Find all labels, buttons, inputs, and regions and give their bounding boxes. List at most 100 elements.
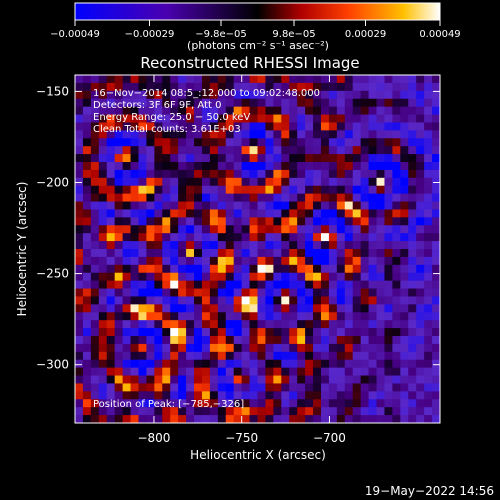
heatmap-cell [408, 383, 417, 392]
heatmap-cell [328, 241, 338, 250]
heatmap-cell [368, 82, 377, 92]
heatmap-cell [360, 201, 369, 210]
heatmap-cell [233, 256, 243, 266]
heatmap-cell [209, 201, 219, 210]
heatmap-cell [82, 312, 92, 321]
heatmap-cell [209, 177, 219, 187]
heatmap-cell [130, 193, 139, 202]
heatmap-cell [416, 169, 425, 179]
heatmap-cell [90, 415, 100, 424]
heatmap-cell [138, 185, 147, 195]
heatmap-cell [352, 336, 362, 345]
heatmap-cell [352, 328, 362, 337]
heatmap-cell [297, 351, 306, 361]
heatmap-cell [305, 280, 314, 289]
heatmap-cell [328, 407, 338, 416]
heatmap-cell [392, 225, 401, 234]
heatmap-cell [98, 209, 108, 218]
heatmap-cell [146, 367, 155, 376]
heatmap-cell [75, 249, 84, 258]
heatmap-cell [432, 217, 441, 226]
heatmap-cell [186, 272, 195, 282]
heatmap-cell [352, 304, 362, 313]
heatmap-cell [344, 98, 354, 108]
heatmap-cell [225, 296, 235, 305]
heatmap-cell [320, 249, 330, 258]
heatmap-cell [122, 249, 131, 258]
heatmap-cell [257, 233, 266, 242]
heatmap-cell [170, 122, 179, 131]
heatmap-cell [424, 367, 433, 376]
heatmap-cell [273, 169, 282, 179]
annotation-detectors: Detectors: 3F 6F 9F, Att 0 [93, 100, 221, 111]
heatmap-cell [328, 343, 338, 353]
heatmap-cell [178, 225, 187, 234]
heatmap-cell [320, 280, 330, 289]
heatmap-cell [217, 162, 227, 171]
heatmap-cell [217, 130, 227, 139]
heatmap-cell [233, 296, 243, 305]
footer-timestamp: 19−May−2022 14:56 [365, 484, 494, 498]
heatmap-cell [352, 383, 362, 392]
heatmap-cell [106, 304, 116, 313]
heatmap-cell [178, 399, 187, 408]
heatmap-cell [352, 146, 362, 155]
heatmap-cell [344, 201, 354, 210]
heatmap-cell [432, 154, 441, 163]
heatmap-cell [82, 154, 92, 163]
heatmap-cell [265, 162, 274, 171]
heatmap-cell [154, 233, 163, 242]
heatmap-cell [225, 367, 235, 376]
heatmap-cell [336, 90, 346, 100]
heatmap-cell [313, 343, 322, 353]
heatmap-cell [328, 193, 338, 202]
heatmap-cell [424, 122, 433, 131]
heatmap-cell [146, 296, 155, 305]
heatmap-cell [138, 114, 147, 123]
heatmap-cell [186, 169, 195, 179]
heatmap-cell [352, 249, 362, 258]
heatmap-cell [336, 312, 346, 321]
heatmap-cell [344, 162, 354, 171]
heatmap-cell [130, 241, 139, 250]
heatmap-cell [368, 193, 377, 202]
heatmap-cell [360, 304, 369, 313]
heatmap-cell [241, 415, 250, 424]
heatmap-cell [249, 256, 258, 266]
heatmap-cell [305, 209, 314, 218]
heatmap-cell [352, 185, 362, 195]
heatmap-cell [138, 304, 147, 313]
heatmap-cell [281, 177, 290, 187]
heatmap-cell [90, 296, 100, 305]
heatmap-cell [344, 383, 354, 392]
heatmap-cell [273, 249, 282, 258]
heatmap-cell [432, 296, 441, 305]
heatmap-cell [138, 233, 147, 242]
heatmap-cell [186, 106, 195, 115]
heatmap-cell [432, 359, 441, 369]
heatmap-cell [416, 241, 425, 250]
heatmap-cell [392, 415, 401, 424]
heatmap-cell [273, 217, 282, 226]
heatmap-cell [265, 225, 274, 234]
heatmap-cell [146, 359, 155, 369]
heatmap-cell [352, 217, 362, 226]
heatmap-cell [90, 343, 100, 353]
heatmap-cell [106, 154, 116, 163]
heatmap-cell [122, 90, 131, 100]
heatmap-cell [384, 312, 393, 321]
heatmap-cell [400, 280, 409, 289]
heatmap-cell [138, 177, 147, 187]
heatmap-cell [146, 217, 155, 226]
heatmap-cell [305, 375, 314, 384]
heatmap-cell [75, 138, 84, 147]
heatmap-cell [352, 280, 362, 289]
heatmap-cell [98, 312, 108, 321]
heatmap-cell [352, 359, 362, 369]
heatmap-cell [408, 359, 417, 369]
heatmap-cell [392, 177, 401, 187]
heatmap-cell [170, 217, 179, 226]
heatmap-cell [114, 130, 123, 139]
heatmap-cell [233, 201, 243, 210]
heatmap-cell [90, 256, 100, 266]
